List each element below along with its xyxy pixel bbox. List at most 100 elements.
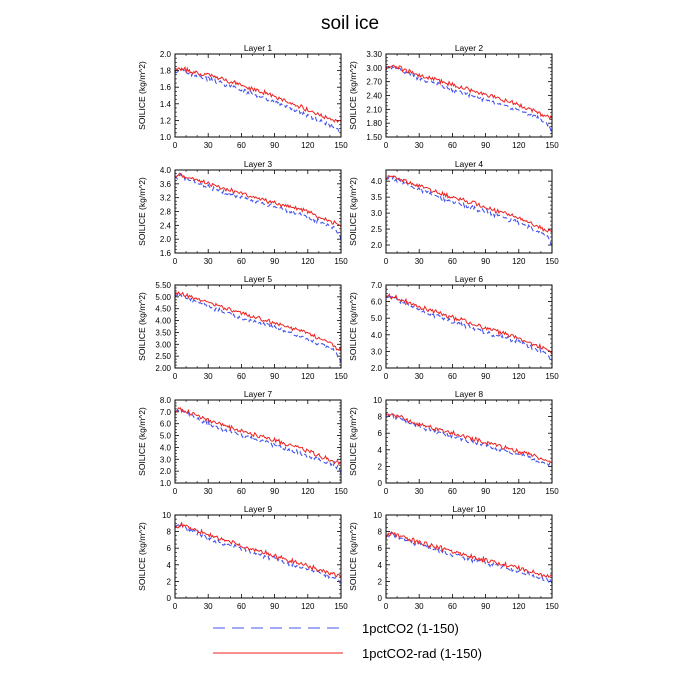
panel-layer-10: Layer 10 SOILICE (kg/m^2) 0 2 4 6 8 10 0 30 60 90 12… (348, 504, 559, 611)
y-tick-label: 3.5 (371, 193, 383, 202)
y-tick-label: 10 (373, 396, 382, 405)
y-axis-label: SOILICE (kg/m^2) (137, 522, 147, 591)
x-tick-label: 120 (301, 372, 315, 381)
x-tick-label: 90 (270, 257, 279, 266)
series-1pctco2 (174, 68, 342, 134)
x-tick-label: 60 (448, 372, 457, 381)
x-tick-label: 120 (301, 257, 315, 266)
x-tick-label: 150 (545, 372, 559, 381)
x-tick-label: 0 (173, 487, 178, 496)
x-tick-label: 0 (384, 257, 389, 266)
x-tick-label: 150 (334, 372, 348, 381)
series-1pctco2 (385, 174, 553, 245)
y-tick-label: 2.8 (160, 208, 172, 217)
y-tick-label: 1.50 (366, 133, 382, 142)
x-tick-label: 30 (204, 141, 213, 150)
series-1pctco2 (385, 65, 553, 134)
y-tick-label: 10 (373, 511, 382, 520)
x-tick-label: 90 (270, 602, 279, 611)
x-tick-label: 120 (512, 141, 526, 150)
figure-title: soil ice (321, 13, 379, 34)
y-tick-label: 1.8 (160, 67, 172, 76)
x-tick-label: 30 (415, 602, 424, 611)
x-tick-label: 150 (545, 141, 559, 150)
y-tick-label: 2.5 (371, 225, 383, 234)
x-tick-label: 120 (301, 602, 315, 611)
x-tick-label: 60 (237, 257, 246, 266)
y-tick-label: 2.70 (366, 78, 382, 87)
series-1pctco2 (174, 408, 342, 474)
panel-title: Layer 3 (244, 159, 273, 169)
y-tick-label: 1.6 (160, 83, 172, 92)
x-tick-label: 90 (481, 372, 490, 381)
plot-frame (174, 53, 342, 138)
panel-title: Layer 6 (455, 274, 484, 284)
y-tick-label: 5.0 (371, 314, 383, 323)
y-tick-label: 6.0 (160, 420, 172, 429)
x-tick-label: 30 (204, 602, 213, 611)
y-axis-label: SOILICE (kg/m^2) (348, 61, 358, 130)
panel-layer-3: Layer 3 SOILICE (kg/m^2) 1.6 2.0 2.4 2.8 3.2 3.… (137, 159, 348, 266)
plot-frame (174, 399, 342, 484)
series-1pctco2-rad (174, 407, 342, 466)
x-tick-label: 120 (512, 487, 526, 496)
panel-title: Layer 1 (244, 43, 273, 53)
y-tick-label: 8.0 (160, 396, 172, 405)
series-1pctco2-rad (385, 413, 553, 464)
panel-title: Layer 2 (455, 43, 484, 53)
panel-title: Layer 8 (455, 389, 484, 399)
y-tick-label: 6 (378, 544, 383, 553)
panel-layer-7: Layer 7 SOILICE (kg/m^2) 1.0 2.0 3.0 4.0 5.0 6.… (137, 389, 348, 496)
x-tick-label: 120 (512, 257, 526, 266)
x-tick-label: 120 (301, 487, 315, 496)
y-tick-label: 6.0 (371, 298, 383, 307)
x-tick-label: 150 (545, 602, 559, 611)
panel-layer-2: Layer 2 SOILICE (kg/m^2) 1.50 1.80 2.10 2.40 2… (348, 43, 559, 150)
y-tick-label: 4 (167, 561, 172, 570)
y-tick-label: 2.40 (366, 92, 382, 101)
y-tick-label: 4.0 (371, 331, 383, 340)
y-axis-label: SOILICE (kg/m^2) (137, 407, 147, 476)
x-tick-label: 30 (415, 257, 424, 266)
y-tick-label: 1.6 (160, 249, 172, 258)
x-tick-label: 150 (334, 602, 348, 611)
x-tick-label: 90 (270, 372, 279, 381)
y-tick-label: 2 (167, 577, 172, 586)
series-1pctco2 (385, 531, 553, 584)
x-tick-label: 90 (481, 602, 490, 611)
plot-frame (174, 514, 342, 599)
x-tick-label: 30 (204, 372, 213, 381)
y-axis-label: SOILICE (kg/m^2) (348, 522, 358, 591)
x-tick-label: 90 (270, 487, 279, 496)
panel-title: Layer 10 (452, 504, 485, 514)
x-tick-label: 30 (415, 372, 424, 381)
x-tick-label: 60 (237, 487, 246, 496)
y-tick-label: 3.2 (160, 194, 172, 203)
y-tick-label: 3.6 (160, 180, 172, 189)
y-tick-label: 2.10 (366, 105, 382, 114)
series-1pctco2 (174, 524, 342, 585)
y-tick-label: 3.0 (371, 347, 383, 356)
y-tick-label: 3.50 (155, 328, 171, 337)
y-tick-label: 4.50 (155, 305, 171, 314)
y-tick-label: 2 (378, 462, 383, 471)
x-tick-label: 60 (448, 602, 457, 611)
series-1pctco2-rad (174, 65, 342, 123)
y-axis-label: SOILICE (kg/m^2) (137, 292, 147, 361)
x-tick-label: 0 (384, 487, 389, 496)
x-tick-label: 0 (384, 602, 389, 611)
x-tick-label: 150 (334, 257, 348, 266)
panel-layer-9: Layer 9 SOILICE (kg/m^2) 0 2 4 6 8 10 0 30 60 90 120… (137, 504, 348, 611)
y-tick-label: 1.4 (160, 100, 172, 109)
y-tick-label: 4.0 (371, 177, 383, 186)
y-tick-label: 3.0 (160, 455, 172, 464)
x-tick-label: 60 (237, 141, 246, 150)
series-1pctco2-rad (385, 175, 553, 233)
series-1pctco2-rad (385, 531, 553, 579)
x-tick-label: 30 (204, 257, 213, 266)
x-tick-label: 30 (415, 487, 424, 496)
y-tick-label: 0 (167, 594, 172, 603)
y-tick-label: 1.2 (160, 116, 172, 125)
y-tick-label: 2.0 (371, 364, 383, 373)
